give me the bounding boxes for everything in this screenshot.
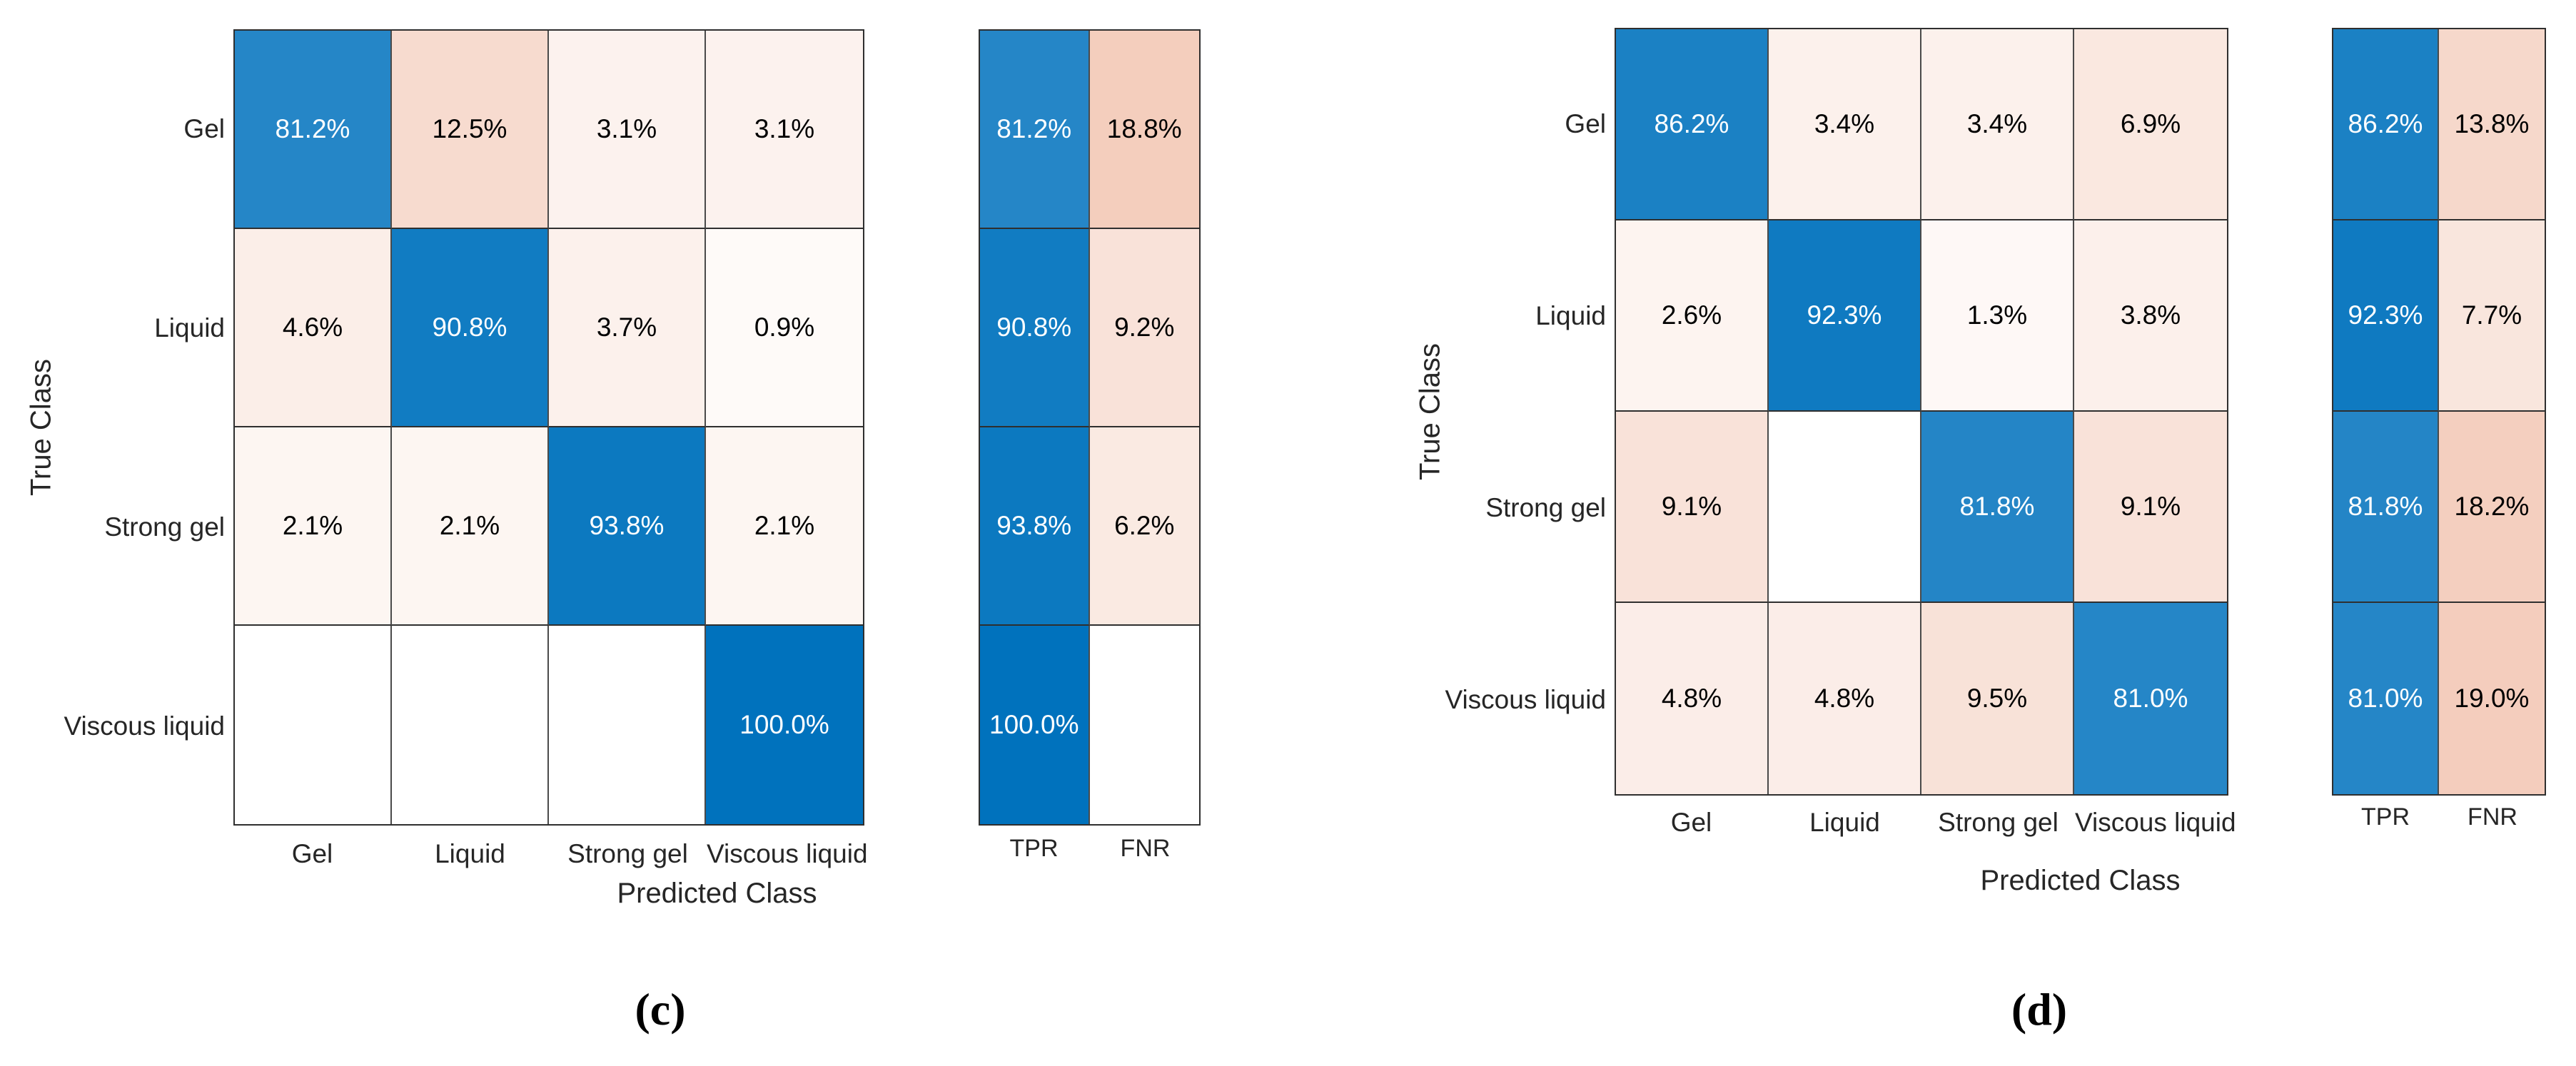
matrix-cell-c: 100.0% [706, 626, 863, 824]
matrix-cell-c: 93.8% [549, 427, 706, 626]
summary-cell-d: 92.3% [2333, 220, 2439, 412]
matrix-cell-d: 9.1% [1616, 412, 1769, 603]
matrix-cell-c: 3.7% [549, 229, 706, 427]
matrix-cell-c [549, 626, 706, 824]
confusion-matrix-c: 81.2% 12.5% 3.1% 3.1% 4.6% 90.8% 3.7% 0.9% 2.1% 2… [233, 29, 864, 826]
summary-cell-d: 18.2% [2439, 412, 2545, 603]
row-label-c-liquid: Liquid [154, 313, 225, 342]
matrix-cell-c: 81.2% [235, 31, 392, 229]
row-label-c-gel: Gel [183, 113, 225, 143]
col-label-c-viscous-liquid: Viscous liquid [707, 839, 868, 868]
col-label-c-gel: Gel [291, 839, 333, 868]
matrix-cell-c: 0.9% [706, 229, 863, 427]
matrix-cell-d: 4.8% [1769, 603, 1921, 794]
matrix-cell-c: 3.1% [706, 31, 863, 229]
row-label-c-strong-gel: Strong gel [104, 512, 225, 542]
matrix-cell-d: 4.8% [1616, 603, 1769, 794]
col-label-c-fnr: FNR [1120, 835, 1171, 862]
matrix-cell-c: 3.1% [549, 31, 706, 229]
x-axis-title-c: Predicted Class [617, 878, 817, 909]
col-label-d-gel: Gel [1670, 808, 1712, 837]
col-label-d-strong-gel: Strong gel [1938, 808, 2059, 837]
matrix-cell-c: 2.1% [392, 427, 549, 626]
summary-cell-c: 90.8% [980, 229, 1090, 427]
col-label-d-viscous-liquid: Viscous liquid [2075, 808, 2236, 837]
matrix-cell-d: 81.0% [2074, 603, 2227, 794]
col-label-d-tpr: TPR [2361, 803, 2410, 831]
summary-cell-d: 81.0% [2333, 603, 2439, 794]
matrix-cell-c [235, 626, 392, 824]
matrix-cell-c: 4.6% [235, 229, 392, 427]
summary-cell-c: 81.2% [980, 31, 1090, 229]
matrix-cell-d: 1.3% [1921, 220, 2074, 412]
summary-cell-c: 6.2% [1089, 427, 1199, 626]
matrix-cell-d: 86.2% [1616, 29, 1769, 220]
matrix-cell-d: 92.3% [1769, 220, 1921, 412]
caption-d: (d) [2011, 984, 2068, 1035]
col-label-c-tpr: TPR [1009, 835, 1059, 862]
matrix-cell-c: 2.1% [706, 427, 863, 626]
row-label-d-gel: Gel [1565, 108, 1606, 138]
summary-cell-d: 19.0% [2439, 603, 2545, 794]
matrix-cell-c: 90.8% [392, 229, 549, 427]
matrix-cell-d: 9.5% [1921, 603, 2074, 794]
matrix-cell-d: 3.4% [1921, 29, 2074, 220]
matrix-cell-d: 81.8% [1921, 412, 2074, 603]
summary-cell-d: 86.2% [2333, 29, 2439, 220]
caption-c: (c) [635, 984, 686, 1035]
col-label-d-fnr: FNR [2468, 803, 2517, 831]
summary-cell-c: 9.2% [1089, 229, 1199, 427]
matrix-cell-c: 12.5% [392, 31, 549, 229]
summary-cell-d: 7.7% [2439, 220, 2545, 412]
summary-cell-d: 13.8% [2439, 29, 2545, 220]
row-label-d-viscous-liquid: Viscous liquid [1445, 684, 1606, 714]
x-axis-title-d: Predicted Class [1980, 865, 2181, 896]
summary-cell-c: 18.8% [1089, 31, 1199, 229]
matrix-cell-c: 2.1% [235, 427, 392, 626]
matrix-cell-d: 6.9% [2074, 29, 2227, 220]
tpr-fnr-matrix-d: 86.2% 13.8% 92.3% 7.7% 81.8% 18.2% 81.0% 19.0% [2332, 28, 2546, 796]
col-label-c-liquid: Liquid [435, 839, 505, 868]
summary-cell-d: 81.8% [2333, 412, 2439, 603]
row-label-c-viscous-liquid: Viscous liquid [64, 711, 225, 741]
matrix-cell-c [392, 626, 549, 824]
matrix-cell-d: 3.4% [1769, 29, 1921, 220]
matrix-cell-d: 9.1% [2074, 412, 2227, 603]
col-label-d-liquid: Liquid [1809, 808, 1880, 837]
matrix-cell-d: 2.6% [1616, 220, 1769, 412]
matrix-cell-d: 3.8% [2074, 220, 2227, 412]
summary-cell-c [1089, 626, 1199, 824]
col-label-c-strong-gel: Strong gel [567, 839, 688, 868]
matrix-cell-d [1769, 412, 1921, 603]
row-label-d-strong-gel: Strong gel [1485, 492, 1606, 522]
summary-cell-c: 93.8% [980, 427, 1090, 626]
confusion-matrix-d: 86.2% 3.4% 3.4% 6.9% 2.6% 92.3% 1.3% 3.8% 9.1% 81… [1615, 28, 2228, 796]
tpr-fnr-matrix-c: 81.2% 18.8% 90.8% 9.2% 93.8% 6.2% 100.0% [979, 29, 1201, 826]
row-label-d-liquid: Liquid [1535, 300, 1606, 330]
summary-cell-c: 100.0% [980, 626, 1090, 824]
